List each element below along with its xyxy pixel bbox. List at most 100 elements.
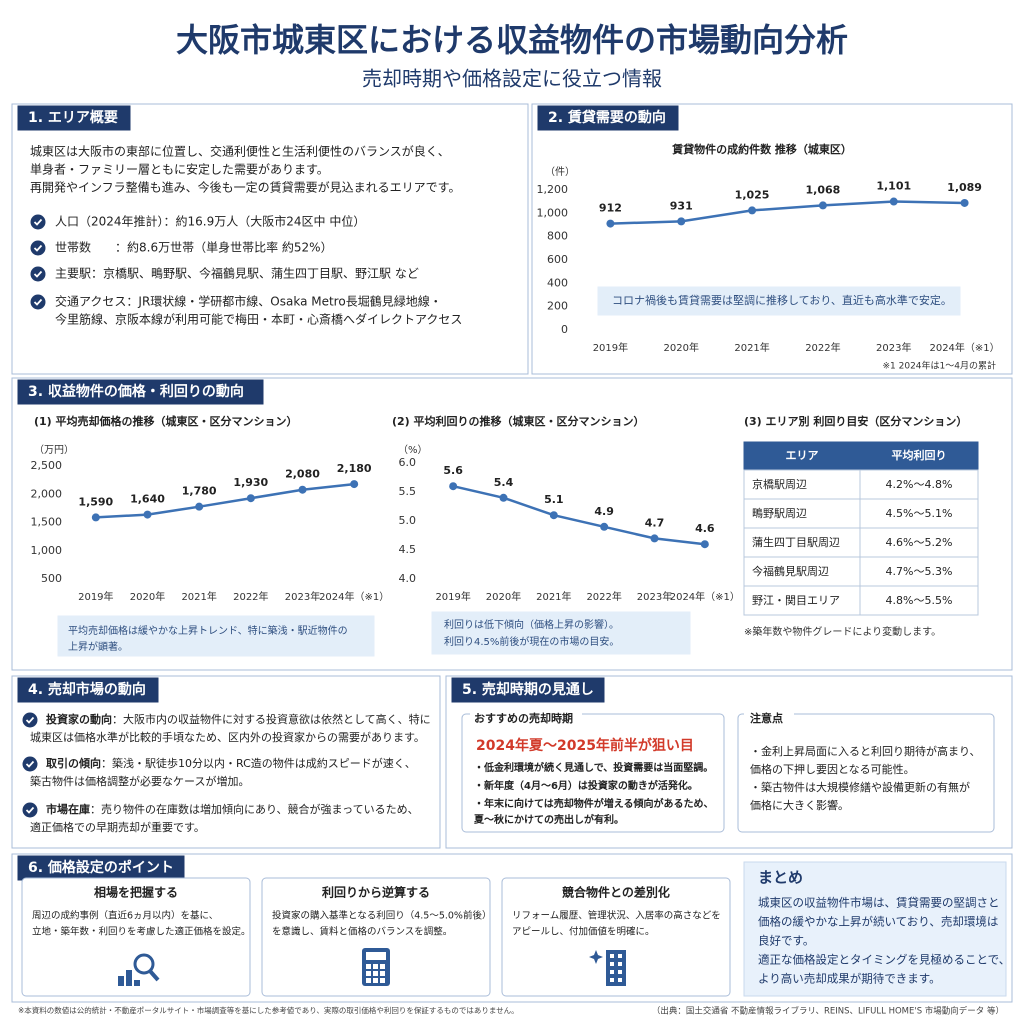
bullet-text: 価格に大きく影響。 [750, 798, 849, 812]
page-subtitle: 売却時期や価格設定に役立つ情報 [362, 67, 662, 91]
item-text: 築古物件は価格調整が必要なケースが増加。 [30, 774, 249, 788]
table-cell-text: 鴫野駅周辺 [752, 506, 807, 520]
table-cell-text: 今福鶴見駅周辺 [752, 564, 829, 578]
data-point [700, 540, 709, 549]
x-tick-label: 2021年 [181, 590, 216, 603]
table-cell [859, 469, 979, 500]
x-tick-label: 2022年 [586, 590, 621, 603]
check-icon [22, 802, 38, 818]
table-cell [859, 556, 979, 587]
data-point [499, 493, 508, 502]
check-icon [30, 266, 46, 282]
summary-text: 価格の緩やかな上昇が続いており、売却環境は [758, 915, 998, 929]
icon-window [610, 962, 614, 966]
y-tick-label: 800 [547, 230, 568, 243]
check-mark [33, 218, 43, 226]
chart-title: (1) 平均売却価格の推移（城東区・区分マンション） [34, 414, 298, 428]
highlight: 2024年夏～2025年前半が狙い目 [476, 737, 694, 754]
check-icon [22, 712, 38, 728]
item-text: 市場在庫：売り物件の在庫数は増加傾向にあり、競合が強まっているため、 [46, 802, 419, 816]
check-mark [25, 716, 35, 724]
bullet-text: 夏～秋にかけての売出しが有利。 [473, 813, 624, 826]
item-body: ：売り物件の在庫数は増加傾向にあり、競合が強まっているため、 [90, 802, 419, 816]
card-title: 相場を把握する [94, 885, 178, 900]
chart-title: (2) 平均利回りの推移（城東区・区分マンション） [392, 414, 645, 428]
icon-lens [133, 953, 155, 975]
section-tab [17, 855, 185, 881]
annotation: 平均売却価格は緩やかな上昇トレンド、特に築浅・駅近物件の [68, 624, 348, 637]
summary-text: 城東区の収益物件市場は、賃貸需要の堅調さと [758, 896, 1000, 910]
y-tick-label: 500 [41, 572, 62, 585]
caution-box [737, 713, 995, 833]
item-text: 適正価格での早期売却が重要です。 [30, 820, 205, 834]
data-point [748, 206, 757, 215]
data-label: 2,080 [285, 468, 320, 481]
footer-note: ※本資料の数値は公的統計・不動産ポータルサイト・市場調査等を基にした参考値であり… [18, 1005, 519, 1015]
x-tick-label: 2022年 [805, 341, 840, 354]
check-icon [30, 240, 46, 256]
data-point [650, 534, 659, 543]
table-header-cell: 平均利回り [892, 448, 947, 462]
card-title: 利回りから逆算する [322, 885, 430, 900]
table-title: (3) エリア別 利回り目安（区分マンション） [744, 414, 967, 428]
data-point [449, 482, 458, 491]
data-label: 1,025 [735, 188, 770, 201]
label-bg [744, 710, 794, 726]
bullet-text: ・低金利環境が続く見通しで、投資需要は当面堅調。 [474, 761, 713, 774]
table-cell-text: 4.7%～5.3% [886, 565, 953, 578]
section-tab [17, 105, 131, 131]
y-tick-label: 6.0 [399, 456, 417, 469]
data-point [606, 219, 615, 228]
section-title: 5. 売却時期の見通し [462, 681, 594, 698]
table-cell [743, 585, 861, 616]
table-cell [743, 556, 861, 587]
bullet-text: 世帯数 ：約8.6万世帯（単身世帯比率 約52%） [55, 240, 333, 255]
y-tick-label: 0 [561, 323, 568, 336]
table-cell-text: 京橋駅周辺 [752, 477, 807, 491]
section-title: 1. エリア概要 [28, 109, 118, 126]
check-icon [22, 756, 38, 772]
panel [11, 103, 529, 375]
summary-box [743, 861, 1007, 997]
table-cell-text: 4.2%～4.8% [886, 478, 953, 491]
icon-bar [118, 976, 124, 986]
annotation-box [57, 615, 375, 657]
check-icon [30, 214, 46, 230]
data-label: 4.6 [695, 522, 715, 535]
section-title: 3. 収益物件の価格・利回りの動向 [28, 383, 244, 400]
note: ※1 2024年は1～4月の累計 [883, 360, 997, 372]
bullet-text: 主要駅：京橋駅、鴫野駅、今福鶴見駅、蒲生四丁目駅、野江駅 など [55, 266, 419, 281]
icon-window [610, 978, 614, 982]
table-header-cell: エリア [786, 449, 819, 462]
bullet-text: 交通アクセス：JR環状線・学研都市線、Osaka Metro長堀鶴見緑地線・ [55, 294, 442, 309]
icon-building [606, 950, 626, 986]
card [501, 877, 731, 997]
section-title: 2. 賃貸需要の動向 [548, 109, 666, 126]
page-title: 大阪市城東区における収益物件の市場動向分析 [176, 21, 848, 59]
data-label: 5.1 [544, 493, 564, 506]
data-point [818, 201, 827, 210]
text: 城東区は大阪市の東部に位置し、交通利便性と生活利便性のバランスが良く、 [30, 144, 450, 159]
card-text: を意識し、賃料と価格のバランスを調整。 [272, 926, 452, 938]
axis-unit: （%） [398, 444, 428, 456]
icon-bar [134, 980, 140, 986]
card-text: 投資家の購入基準となる利回り（4.5～5.0%前後） [272, 910, 491, 922]
icon-window [610, 954, 614, 958]
table-cell [859, 498, 979, 529]
data-label: 1,101 [876, 180, 911, 193]
data-point [246, 494, 255, 503]
data-label: 1,590 [78, 495, 113, 508]
table-cell [859, 585, 979, 616]
y-tick-label: 2,000 [31, 487, 63, 500]
card [21, 877, 251, 997]
item-text: 城東区は価格水準が比較的手頃なため、区内外の投資家からの需要があります。 [30, 730, 425, 744]
x-tick-label: 2023年 [637, 590, 672, 603]
card-text: アピールし、付加価値を明確に。 [512, 926, 655, 938]
x-tick-label: 2021年 [734, 341, 769, 354]
item-label: 市場在庫 [46, 802, 90, 816]
data-point [549, 511, 558, 520]
annotation: 利回りは低下傾向（価格上昇の影響）。 [444, 618, 619, 631]
footer-source: （出典：国土交通省 不動産情報ライブラリ、REINS、LIFULL HOME'S… [652, 1006, 1004, 1017]
table-cell-text: 4.6%～5.2% [886, 536, 953, 549]
icon-sparkle [589, 950, 603, 964]
